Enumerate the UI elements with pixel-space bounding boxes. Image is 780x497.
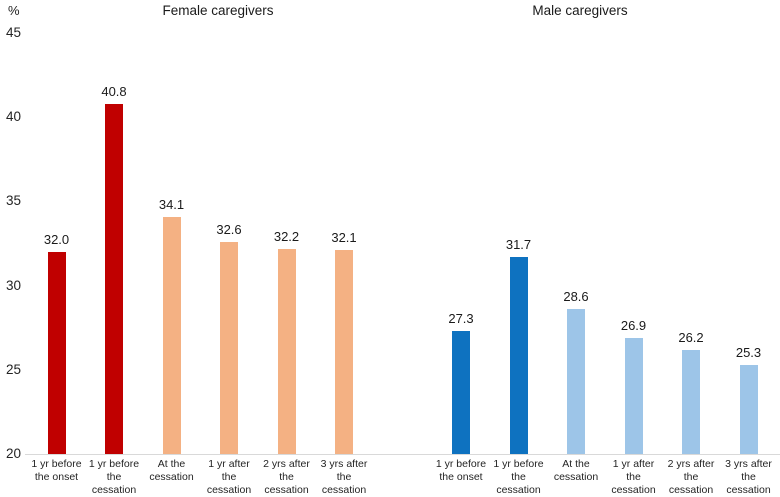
- bar-value-label: 26.2: [678, 329, 704, 345]
- x-axis-category-label: At the cessation: [553, 458, 599, 484]
- x-axis-category-label: 3 yrs after the cessation: [320, 458, 368, 497]
- bar-value-label: 40.8: [101, 83, 127, 99]
- x-axis-category-label: 1 yr before the cessation: [493, 458, 544, 497]
- x-axis-category-label: 1 yr after the cessation: [611, 458, 656, 497]
- bar-value-label: 34.1: [158, 196, 185, 212]
- bar: [47, 251, 66, 454]
- bar-value-label: 32.0: [43, 231, 70, 247]
- bar-value-label: 31.7: [505, 236, 532, 252]
- bar-value-label: 32.6: [216, 221, 242, 237]
- x-axis-line: [25, 454, 780, 455]
- bar-value-label: 32.2: [273, 228, 300, 244]
- bar: [452, 331, 470, 454]
- x-axis-category-label: 1 yr before the cessation: [88, 458, 140, 497]
- y-axis-unit-label: %: [8, 3, 20, 18]
- bar: [105, 103, 123, 454]
- bar: [567, 309, 585, 454]
- bar: [739, 364, 758, 454]
- y-axis-tick-label: 25: [6, 361, 22, 377]
- group-title-male: Male caregivers: [532, 3, 628, 18]
- bar: [509, 256, 528, 454]
- bar: [162, 216, 181, 454]
- y-axis-tick-label: 30: [6, 277, 22, 293]
- y-axis-tick-label: 40: [6, 109, 22, 125]
- y-axis-tick-label: 45: [6, 25, 22, 40]
- bar-value-label: 32.1: [331, 230, 357, 246]
- x-axis-category-label: 1 yr after the cessation: [206, 458, 252, 497]
- bar: [682, 349, 700, 454]
- bar-value-label: 25.3: [735, 344, 762, 360]
- x-axis-category-label: 3 yrs after the cessation: [725, 458, 772, 497]
- bar-value-label: 26.9: [620, 317, 647, 333]
- bar-value-label: 27.3: [448, 311, 474, 327]
- x-axis-category-label: 2 yrs after the cessation: [667, 458, 715, 497]
- x-axis-category-label: 1 yr before the onset: [435, 458, 487, 484]
- x-axis-category-label: 1 yr before the onset: [31, 458, 82, 484]
- x-axis-category-label: 2 yrs after the cessation: [263, 458, 310, 497]
- group-title-female: Female caregivers: [162, 3, 274, 18]
- y-axis-tick-label: 35: [6, 193, 22, 209]
- bar-value-label: 28.6: [563, 289, 589, 305]
- bar: [335, 250, 353, 454]
- bar: [220, 241, 238, 454]
- x-axis-category-label: At the cessation: [149, 458, 194, 484]
- y-axis-tick-label: 20: [6, 446, 22, 461]
- bar: [277, 248, 296, 454]
- bar: [624, 337, 643, 454]
